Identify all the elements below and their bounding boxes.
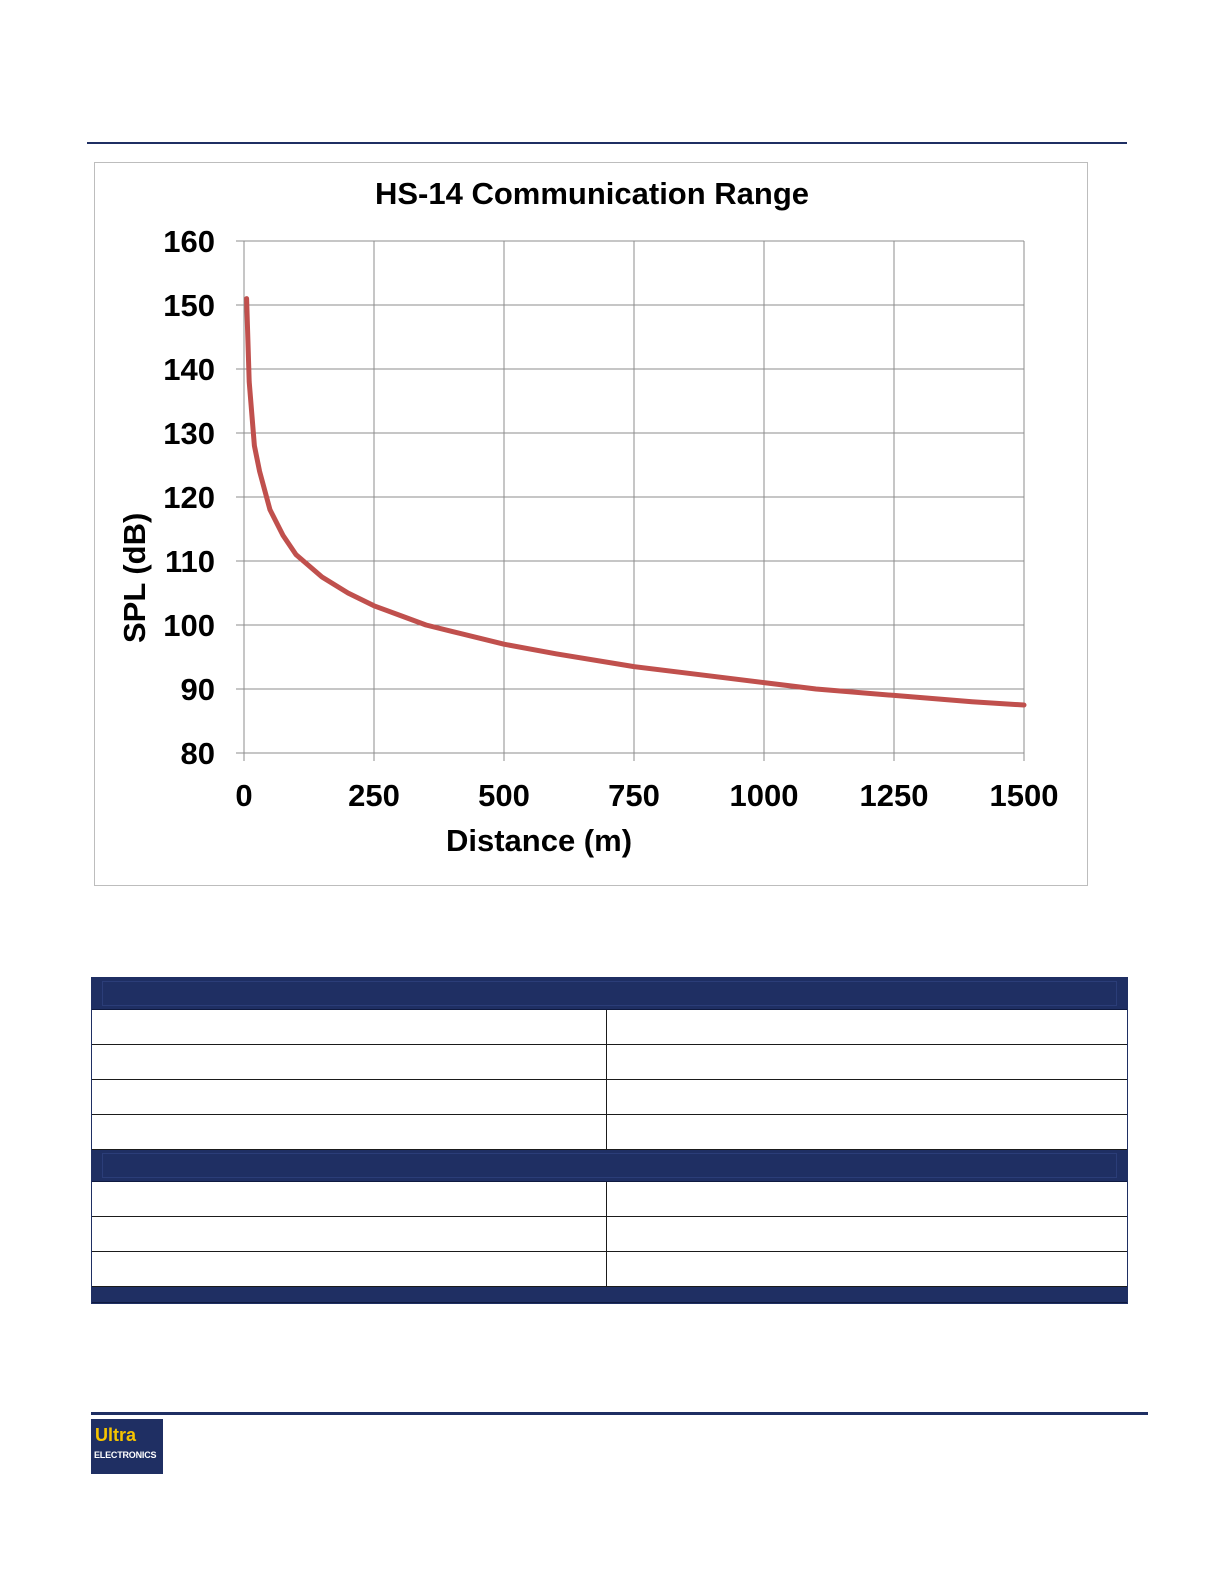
chart-plot: 80 90 100 110 120 130 140 150 160 0 250 500 750 1000 1… [163, 224, 1059, 813]
chart-title: HS-14 Communication Range [374, 176, 810, 211]
y-axis-title: SPL (dB) [117, 512, 152, 643]
table-cell [92, 1252, 607, 1286]
table-cell [607, 1080, 1127, 1114]
y-tick-label: 100 [163, 608, 215, 643]
y-tick-label: 90 [181, 672, 215, 707]
chart-frame: HS-14 Communication Range 80 90 100 110 120 1… [94, 162, 1088, 886]
table-cell [607, 1045, 1127, 1079]
table-row [92, 1010, 1127, 1045]
ultra-electronics-logo: Ultra ELECTRONICS [91, 1419, 163, 1474]
y-tick-label: 80 [181, 736, 215, 771]
table-row [92, 1182, 1127, 1217]
y-tick-label: 130 [163, 416, 215, 451]
table-row [92, 1252, 1127, 1287]
table-row [92, 1115, 1127, 1150]
header-rule [87, 142, 1127, 144]
x-tick-label: 1000 [730, 778, 799, 813]
x-tick-label: 0 [235, 778, 252, 813]
y-tick-label: 110 [165, 544, 215, 579]
table-row [92, 1045, 1127, 1080]
table-cell [607, 1182, 1127, 1216]
table-cell [607, 1252, 1127, 1286]
logo-word-electronics: ELECTRONICS [94, 1450, 157, 1460]
table-cell [92, 1080, 607, 1114]
table-footer-bar [92, 1287, 1127, 1303]
table-cell [92, 1217, 607, 1251]
table-cell [607, 1010, 1127, 1044]
y-tick-label: 150 [163, 288, 215, 323]
table-section-header-1 [92, 978, 1127, 1010]
y-tick-label: 160 [163, 224, 215, 259]
y-tick-label: 120 [163, 480, 215, 515]
logo-word-ultra: Ultra [95, 1425, 137, 1445]
spec-table [91, 977, 1128, 1304]
x-tick-label: 1500 [990, 778, 1059, 813]
table-row [92, 1217, 1127, 1252]
table-cell [607, 1115, 1127, 1149]
table-cell [92, 1182, 607, 1216]
x-axis-title: Distance (m) [445, 823, 633, 858]
table-cell [92, 1010, 607, 1044]
x-tick-label: 250 [348, 778, 400, 813]
table-cell [92, 1045, 607, 1079]
table-section-header-2 [92, 1150, 1127, 1182]
y-tick-label: 140 [163, 352, 215, 387]
x-tick-label: 750 [608, 778, 660, 813]
spl-series-line [244, 296, 1027, 708]
x-tick-label: 1250 [860, 778, 929, 813]
table-row [92, 1080, 1127, 1115]
x-tick-label: 500 [478, 778, 530, 813]
table-cell [607, 1217, 1127, 1251]
footer-rule [91, 1412, 1148, 1415]
table-cell [92, 1115, 607, 1149]
